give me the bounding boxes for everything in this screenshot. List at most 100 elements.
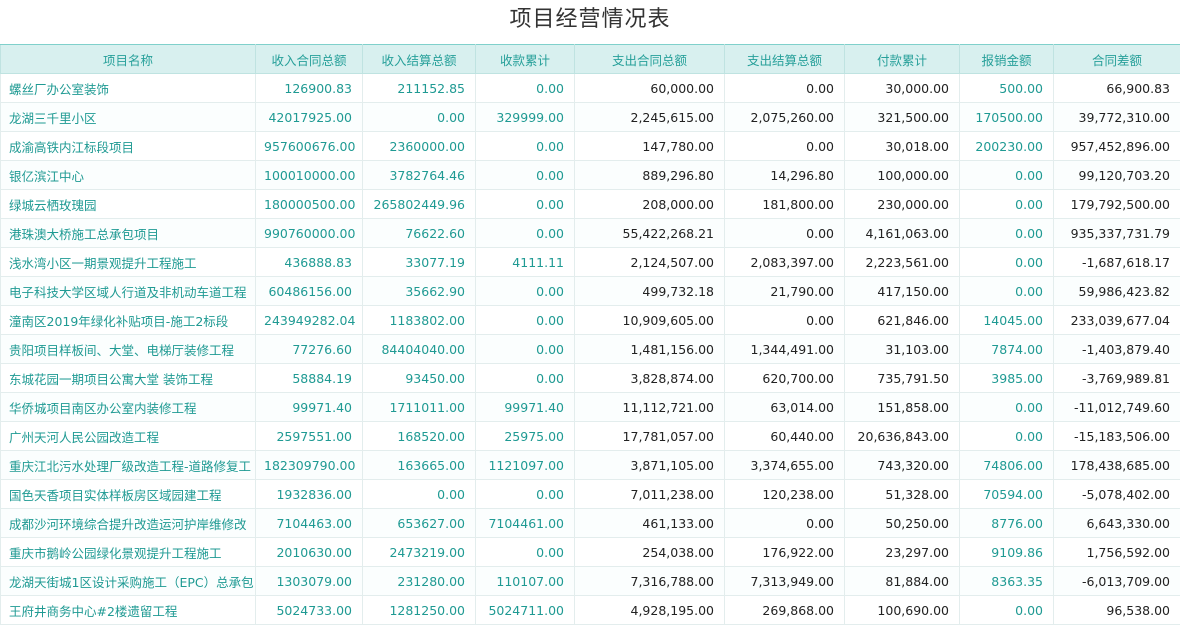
cell-income-contract: 957600676.00: [256, 132, 363, 161]
cell-income-contract: 2597551.00: [256, 422, 363, 451]
cell-expense-contract: 4,928,195.00: [575, 596, 725, 625]
cell-contract-diff: 96,538.00: [1054, 596, 1180, 625]
cell-income-contract: 126900.83: [256, 74, 363, 103]
cell-contract-diff: 935,337,731.79: [1054, 219, 1180, 248]
cell-reimbursement: 0.00: [960, 190, 1054, 219]
cell-project-name[interactable]: 螺丝厂办公室装饰: [1, 74, 256, 103]
cell-expense-contract: 499,732.18: [575, 277, 725, 306]
cell-project-name[interactable]: 广州天河人民公园改造工程: [1, 422, 256, 451]
cell-payments: 4,161,063.00: [845, 219, 960, 248]
header-income-contract[interactable]: 收入合同总额: [256, 45, 363, 74]
cell-income-contract: 1303079.00: [256, 567, 363, 596]
header-row: 项目名称 收入合同总额 收入结算总额 收款累计 支出合同总额 支出结算总额 付款…: [1, 45, 1180, 74]
header-receipts[interactable]: 收款累计: [476, 45, 575, 74]
cell-expense-contract: 60,000.00: [575, 74, 725, 103]
cell-project-name[interactable]: 华侨城项目南区办公室内装修工程: [1, 393, 256, 422]
header-reimbursement[interactable]: 报销金额: [960, 45, 1054, 74]
cell-payments: 417,150.00: [845, 277, 960, 306]
cell-expense-contract: 3,871,105.00: [575, 451, 725, 480]
header-payments[interactable]: 付款累计: [845, 45, 960, 74]
cell-payments: 30,018.00: [845, 132, 960, 161]
cell-project-name[interactable]: 银亿滨江中心: [1, 161, 256, 190]
cell-contract-diff: 6,643,330.00: [1054, 509, 1180, 538]
cell-contract-diff: 66,900.83: [1054, 74, 1180, 103]
cell-project-name[interactable]: 港珠澳大桥施工总承包项目: [1, 219, 256, 248]
header-contract-diff[interactable]: 合同差额: [1054, 45, 1180, 74]
cell-project-name[interactable]: 国色天香项目实体样板房区域园建工程: [1, 480, 256, 509]
cell-income-settlement: 211152.85: [363, 74, 476, 103]
cell-contract-diff: -6,013,709.00: [1054, 567, 1180, 596]
project-table: 项目名称 收入合同总额 收入结算总额 收款累计 支出合同总额 支出结算总额 付款…: [0, 44, 1180, 625]
cell-project-name[interactable]: 绿城云栖玫瑰园: [1, 190, 256, 219]
cell-income-settlement: 1183802.00: [363, 306, 476, 335]
cell-project-name[interactable]: 成都沙河环境综合提升改造运河护岸维修改: [1, 509, 256, 538]
cell-expense-settlement: 0.00: [725, 306, 845, 335]
cell-contract-diff: -1,403,879.40: [1054, 335, 1180, 364]
cell-payments: 321,500.00: [845, 103, 960, 132]
cell-contract-diff: -15,183,506.00: [1054, 422, 1180, 451]
cell-project-name[interactable]: 潼南区2019年绿化补贴项目-施工2标段: [1, 306, 256, 335]
cell-payments: 2,223,561.00: [845, 248, 960, 277]
cell-payments: 20,636,843.00: [845, 422, 960, 451]
cell-project-name[interactable]: 重庆市鹅岭公园绿化景观提升工程施工: [1, 538, 256, 567]
cell-income-settlement: 265802449.96: [363, 190, 476, 219]
cell-receipts: 99971.40: [476, 393, 575, 422]
cell-receipts: 0.00: [476, 132, 575, 161]
cell-receipts: 7104461.00: [476, 509, 575, 538]
cell-reimbursement: 8776.00: [960, 509, 1054, 538]
cell-project-name[interactable]: 浅水湾小区一期景观提升工程施工: [1, 248, 256, 277]
cell-expense-contract: 2,245,615.00: [575, 103, 725, 132]
cell-reimbursement: 0.00: [960, 596, 1054, 625]
cell-income-settlement: 653627.00: [363, 509, 476, 538]
cell-project-name[interactable]: 王府井商务中心#2楼遗留工程: [1, 596, 256, 625]
cell-expense-contract: 17,781,057.00: [575, 422, 725, 451]
cell-project-name[interactable]: 成渝高铁内江标段项目: [1, 132, 256, 161]
report-title: 项目经营情况表: [0, 0, 1180, 44]
cell-income-contract: 182309790.00: [256, 451, 363, 480]
cell-receipts: 0.00: [476, 219, 575, 248]
cell-project-name[interactable]: 龙湖三千里小区: [1, 103, 256, 132]
cell-contract-diff: 99,120,703.20: [1054, 161, 1180, 190]
cell-reimbursement: 200230.00: [960, 132, 1054, 161]
header-expense-contract[interactable]: 支出合同总额: [575, 45, 725, 74]
cell-project-name[interactable]: 龙湖天街城1区设计采购施工（EPC）总承包: [1, 567, 256, 596]
cell-reimbursement: 14045.00: [960, 306, 1054, 335]
cell-project-name[interactable]: 贵阳项目样板间、大堂、电梯厅装修工程: [1, 335, 256, 364]
cell-income-contract: 42017925.00: [256, 103, 363, 132]
cell-project-name[interactable]: 东城花园一期项目公寓大堂 装饰工程: [1, 364, 256, 393]
cell-income-settlement: 168520.00: [363, 422, 476, 451]
cell-income-settlement: 0.00: [363, 103, 476, 132]
cell-payments: 50,250.00: [845, 509, 960, 538]
cell-expense-contract: 889,296.80: [575, 161, 725, 190]
header-expense-settlement[interactable]: 支出结算总额: [725, 45, 845, 74]
cell-expense-settlement: 2,083,397.00: [725, 248, 845, 277]
header-income-settlement[interactable]: 收入结算总额: [363, 45, 476, 74]
cell-expense-settlement: 176,922.00: [725, 538, 845, 567]
cell-contract-diff: 59,986,423.82: [1054, 277, 1180, 306]
cell-expense-contract: 7,316,788.00: [575, 567, 725, 596]
cell-expense-settlement: 7,313,949.00: [725, 567, 845, 596]
cell-project-name[interactable]: 电子科技大学区域人行道及非机动车道工程: [1, 277, 256, 306]
cell-project-name[interactable]: 重庆江北污水处理厂级改造工程-道路修复工: [1, 451, 256, 480]
header-project-name[interactable]: 项目名称: [1, 45, 256, 74]
cell-contract-diff: 179,792,500.00: [1054, 190, 1180, 219]
